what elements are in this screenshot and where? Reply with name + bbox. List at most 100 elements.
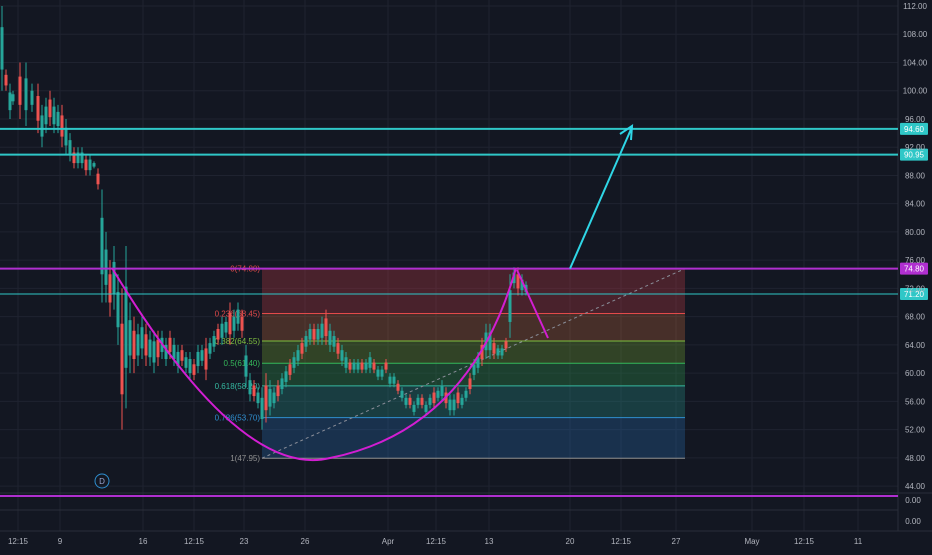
candle-body (468, 378, 472, 390)
dividend-marker[interactable] (94, 473, 110, 489)
candle-body (520, 279, 524, 291)
drawings[interactable]: D (94, 124, 634, 489)
target-arrowhead[interactable] (619, 124, 634, 141)
target-arrow-line[interactable] (569, 126, 633, 270)
candle-body (196, 351, 200, 367)
candle-body (152, 341, 156, 363)
candle-body (340, 350, 344, 361)
fib-level-label: 0.618(58.20) (215, 382, 261, 391)
candle-body (472, 364, 476, 375)
candle-body (40, 115, 44, 137)
time-tick-label: 20 (566, 537, 575, 546)
candle-body (156, 339, 160, 358)
candle-body (464, 390, 468, 398)
candle-body (64, 127, 68, 146)
time-tick-label: 12:15 (8, 537, 29, 546)
candle-body (120, 323, 124, 395)
price-tick-label: 76.00 (905, 256, 926, 265)
candle-body (488, 332, 492, 351)
candle-body (368, 357, 372, 368)
price-label-box (900, 262, 928, 275)
candle-body (11, 94, 15, 102)
time-tick-label: 13 (485, 537, 494, 546)
candle-body (500, 348, 504, 356)
candle-body (296, 350, 300, 361)
candle-body (436, 390, 440, 398)
candle-body (168, 337, 172, 352)
candle-body (4, 74, 8, 86)
candle-body (256, 392, 260, 404)
candle-body (356, 362, 360, 370)
price-tick-label: 96.00 (905, 115, 926, 124)
candle-body (416, 397, 420, 405)
candle-body (112, 261, 116, 294)
candle-body (244, 355, 248, 377)
candle-body (180, 350, 184, 361)
candle-body (384, 362, 388, 370)
candle-body (100, 217, 104, 275)
fib-retracement[interactable]: 0(74.80)0.236(68.45)0.382(64.55)0.5(61.4… (215, 265, 686, 464)
candle-body (312, 328, 316, 340)
candle-body (236, 309, 240, 324)
candle-body (476, 357, 480, 368)
candle-body (36, 96, 40, 121)
time-tick-label: 12:15 (184, 537, 205, 546)
candle-body (240, 316, 244, 331)
time-tick-label: 12:15 (794, 537, 815, 546)
candle-body (0, 27, 4, 70)
time-tick-label: 26 (301, 537, 310, 546)
price-label-text: 74.80 (904, 265, 925, 274)
candle-body (104, 249, 108, 285)
time-tick-label: 12:15 (611, 537, 632, 546)
handle-line[interactable] (516, 269, 549, 339)
candle-body (428, 397, 432, 405)
candle-body (400, 390, 404, 398)
candle-body (148, 339, 152, 358)
candle-body (352, 362, 356, 370)
candle-body (420, 397, 424, 405)
candle-body (172, 344, 176, 359)
candle-body (72, 152, 76, 164)
cup-curve[interactable] (111, 267, 517, 461)
price-tick-label: 80.00 (905, 228, 926, 237)
candle-body (292, 357, 296, 368)
price-tick-label: 88.00 (905, 171, 926, 180)
fib-zone (262, 385, 685, 418)
candle-body (56, 111, 60, 127)
time-tick-label: 12:15 (426, 537, 447, 546)
candle-body (288, 364, 292, 375)
price-tick-label: 104.00 (903, 58, 928, 67)
candle-body (88, 159, 92, 171)
candle-body (448, 399, 452, 411)
fib-level-label: 1(47.95) (230, 454, 260, 463)
candle-body (188, 359, 192, 374)
candle-body (272, 392, 276, 404)
price-tick-label: 48.00 (905, 454, 926, 463)
candle-body (516, 274, 520, 289)
candle-body (396, 383, 400, 391)
axes: 112.00 108.00 104.00 100.00 96.00 92.00 88.00 8… (8, 2, 928, 546)
candle-body (176, 351, 180, 367)
candle-body (348, 362, 352, 370)
candle-body (404, 397, 408, 405)
fib-trend-line[interactable] (261, 268, 686, 459)
candle-body (324, 318, 328, 337)
candle-body (30, 90, 34, 105)
candle-body (376, 369, 380, 377)
time-tick-label: 9 (58, 537, 63, 546)
candle-body (24, 78, 28, 111)
candle-body (408, 397, 412, 405)
candle-body (132, 330, 136, 359)
candle-body (264, 385, 268, 411)
price-tick-label: 64.00 (905, 341, 926, 350)
candle-body (316, 328, 320, 340)
price-label-box (900, 148, 928, 161)
candle-body (116, 291, 120, 328)
candle-body (412, 404, 416, 412)
horizontal-levels[interactable]: 94.60 90.95 74.80 71.20 (0, 122, 928, 497)
dividend-marker-label: D (99, 477, 105, 486)
candle-body (336, 343, 340, 354)
price-tick-label: 60.00 (905, 369, 926, 378)
